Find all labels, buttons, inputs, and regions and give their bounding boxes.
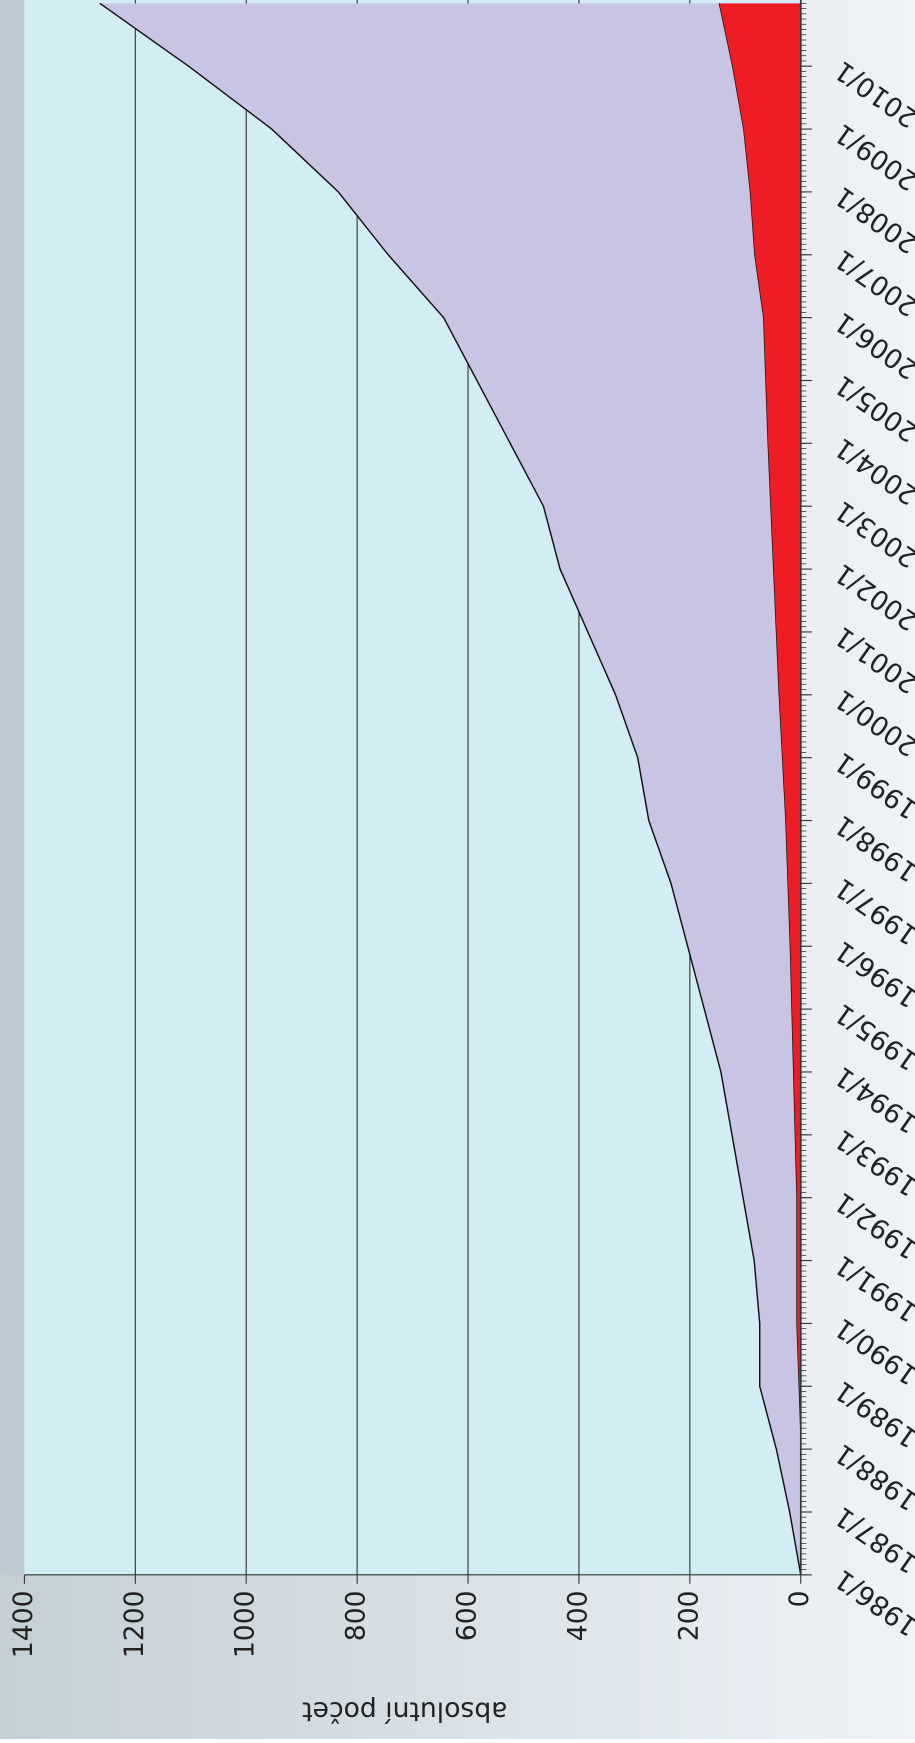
area — [718, 3, 801, 1575]
y-tick-label: 1400 — [8, 1590, 39, 1658]
y-tick-label: 600 — [452, 1590, 483, 1641]
area — [99, 3, 801, 1575]
y-tick-label: 1000 — [230, 1590, 261, 1658]
y-tick-label: 400 — [562, 1590, 593, 1641]
y-tick-label: 200 — [673, 1590, 704, 1641]
y-axis-label: absolutní počet — [302, 1695, 507, 1726]
side-strip — [0, 0, 25, 1575]
y-tick-label: 0 — [784, 1590, 815, 1607]
y-tick-label: 1200 — [119, 1590, 150, 1658]
y-tick-label: 800 — [341, 1590, 372, 1641]
area-outline — [99, 2, 802, 1575]
